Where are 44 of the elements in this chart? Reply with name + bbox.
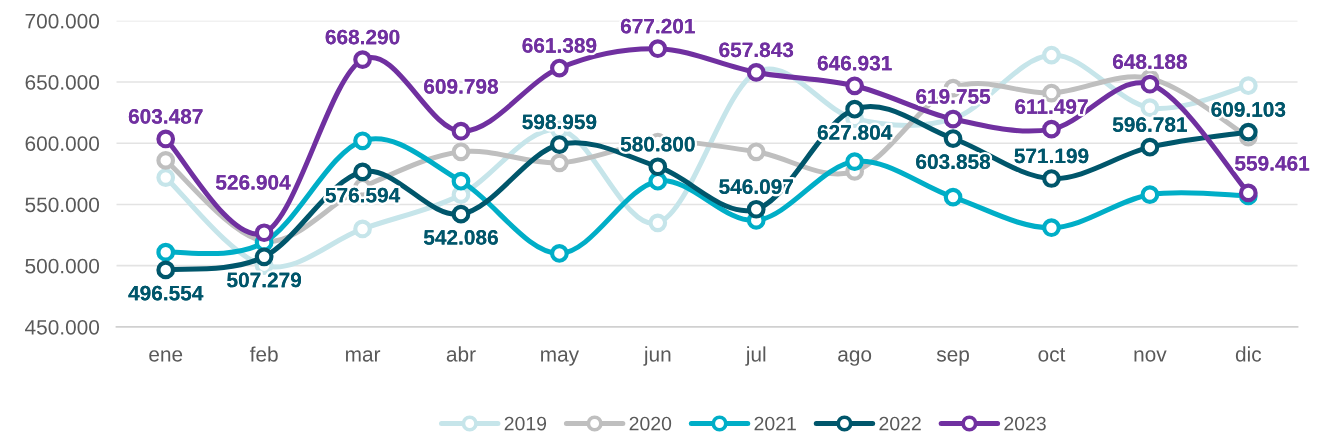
- data-label: 609.798: [424, 79, 498, 94]
- y-tick-label: 550.000: [25, 197, 100, 213]
- data-label: 603.487: [128, 108, 203, 124]
- data-label: 571.199: [1014, 148, 1089, 164]
- y-tick-label: 700.000: [25, 13, 100, 29]
- x-tick-label: mar: [346, 350, 381, 362]
- data-label: 648.188: [1113, 54, 1187, 69]
- data-label: 657.843: [719, 42, 794, 58]
- data-label: 596.781: [1112, 117, 1187, 132]
- x-tick-label: dic: [1235, 346, 1262, 362]
- data-label: 603.858: [916, 154, 991, 170]
- data-label: 646.931: [817, 55, 892, 71]
- data-label: 661.389: [522, 38, 597, 53]
- legend-label: 2020: [629, 416, 672, 431]
- data-label: 609.103: [1211, 102, 1286, 117]
- x-tick-label: ene: [149, 350, 183, 362]
- x-tick-label: jun: [643, 346, 671, 366]
- data-label: 542.086: [423, 229, 498, 245]
- legend-label: 2022: [879, 416, 921, 431]
- x-tick-label: abr: [446, 346, 476, 362]
- data-label: 668.290: [325, 29, 400, 45]
- x-tick-label: sep: [936, 350, 969, 366]
- data-label: 496.554: [128, 285, 204, 301]
- x-tick-label: may: [541, 350, 580, 366]
- data-label: 611.497: [1015, 99, 1088, 114]
- data-label: 526.904: [216, 174, 291, 190]
- legend-label: 2023: [1004, 416, 1046, 431]
- x-tick-label: jul: [745, 346, 766, 366]
- data-label: 619.755: [916, 89, 991, 104]
- legend-label: 2019: [504, 416, 547, 431]
- y-tick-label: 650.000: [25, 75, 100, 90]
- y-tick-label: 600.000: [25, 136, 100, 151]
- x-tick-label: feb: [249, 346, 278, 362]
- data-label: 598.959: [522, 114, 597, 130]
- y-tick-label: 500.000: [25, 258, 100, 274]
- data-label: 507.279: [227, 272, 302, 288]
- data-label: 580.800: [620, 136, 695, 152]
- legend-label: 2021: [754, 416, 796, 431]
- x-tick-label: nov: [1134, 350, 1167, 362]
- data-label: 559.461: [1235, 155, 1310, 171]
- x-tick-label: ago: [838, 350, 872, 366]
- y-tick-label: 450.000: [25, 319, 100, 335]
- data-label: 677.201: [620, 18, 695, 34]
- x-tick-label: oct: [1038, 347, 1066, 362]
